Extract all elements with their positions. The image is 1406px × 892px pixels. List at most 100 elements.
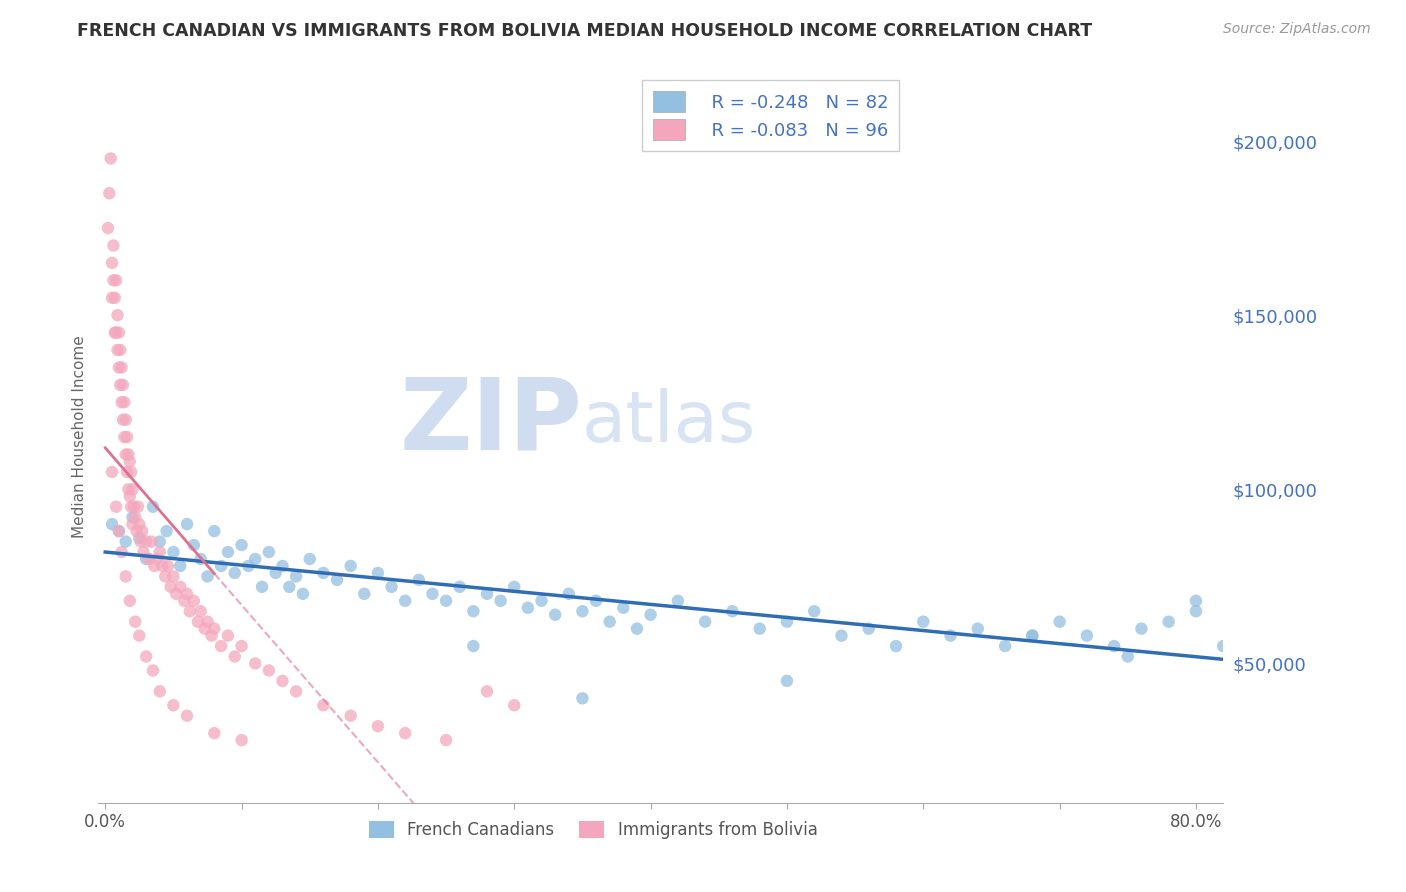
Point <box>776 615 799 629</box>
Point <box>626 622 648 636</box>
Point <box>105 500 128 514</box>
Point <box>117 483 139 497</box>
Point <box>112 395 135 409</box>
Point <box>571 691 593 706</box>
Point <box>131 524 153 538</box>
Point <box>202 622 225 636</box>
Point <box>1185 604 1208 618</box>
Point <box>434 594 457 608</box>
Point <box>159 580 181 594</box>
Point <box>162 569 184 583</box>
Text: FRENCH CANADIAN VS IMMIGRANTS FROM BOLIVIA MEDIAN HOUSEHOLD INCOME CORRELATION C: FRENCH CANADIAN VS IMMIGRANTS FROM BOLIV… <box>77 22 1092 40</box>
Point <box>100 152 122 166</box>
Point <box>149 534 172 549</box>
Point <box>271 673 294 688</box>
Point <box>104 326 127 340</box>
Point <box>544 607 567 622</box>
Point <box>101 256 124 270</box>
Point <box>217 629 239 643</box>
Point <box>571 604 593 618</box>
Point <box>257 664 280 678</box>
Point <box>721 604 744 618</box>
Point <box>183 594 205 608</box>
Point <box>124 510 146 524</box>
Point <box>103 273 125 287</box>
Point <box>666 594 689 608</box>
Point <box>176 708 198 723</box>
Point <box>105 273 128 287</box>
Point <box>141 534 163 549</box>
Point <box>585 594 607 608</box>
Point <box>1021 629 1043 643</box>
Point <box>125 524 148 538</box>
Point <box>108 360 131 375</box>
Point <box>1049 615 1071 629</box>
Point <box>224 649 246 664</box>
Point <box>367 566 389 580</box>
Point <box>190 604 212 618</box>
Point <box>994 639 1017 653</box>
Point <box>114 448 136 462</box>
Point <box>135 534 157 549</box>
Point <box>197 615 219 629</box>
Point <box>128 517 150 532</box>
Point <box>202 524 225 538</box>
Point <box>162 545 184 559</box>
Point <box>209 558 232 573</box>
Point <box>128 629 150 643</box>
Text: ZIP: ZIP <box>399 374 582 471</box>
Point <box>173 594 195 608</box>
Point <box>156 558 179 573</box>
Point <box>449 580 471 594</box>
Point <box>224 566 246 580</box>
Point <box>118 489 141 503</box>
Point <box>200 629 222 643</box>
Point <box>149 545 172 559</box>
Point <box>179 604 201 618</box>
Point <box>97 221 120 235</box>
Point <box>558 587 581 601</box>
Point <box>129 534 152 549</box>
Point <box>190 552 212 566</box>
Point <box>107 308 129 322</box>
Point <box>155 524 177 538</box>
Point <box>101 465 124 479</box>
Point <box>110 343 132 357</box>
Point <box>830 629 852 643</box>
Point <box>103 238 125 252</box>
Point <box>367 719 389 733</box>
Point <box>105 326 128 340</box>
Point <box>108 524 131 538</box>
Point <box>122 500 145 514</box>
Point <box>353 587 375 601</box>
Point <box>475 684 498 698</box>
Point <box>1076 629 1098 643</box>
Point <box>231 639 253 653</box>
Point <box>339 708 361 723</box>
Point <box>101 291 124 305</box>
Point <box>748 622 770 636</box>
Point <box>111 377 134 392</box>
Point <box>142 500 165 514</box>
Point <box>117 448 139 462</box>
Point <box>776 673 799 688</box>
Point <box>422 587 444 601</box>
Point <box>408 573 430 587</box>
Point <box>1185 594 1208 608</box>
Point <box>245 657 267 671</box>
Point <box>231 538 253 552</box>
Point <box>128 531 150 545</box>
Point <box>271 558 294 573</box>
Point <box>599 615 621 629</box>
Point <box>112 430 135 444</box>
Point <box>121 517 143 532</box>
Point <box>142 664 165 678</box>
Point <box>238 558 260 573</box>
Point <box>312 566 335 580</box>
Point <box>132 545 155 559</box>
Point <box>312 698 335 713</box>
Point <box>121 510 143 524</box>
Point <box>394 594 416 608</box>
Point <box>285 684 308 698</box>
Point <box>939 629 962 643</box>
